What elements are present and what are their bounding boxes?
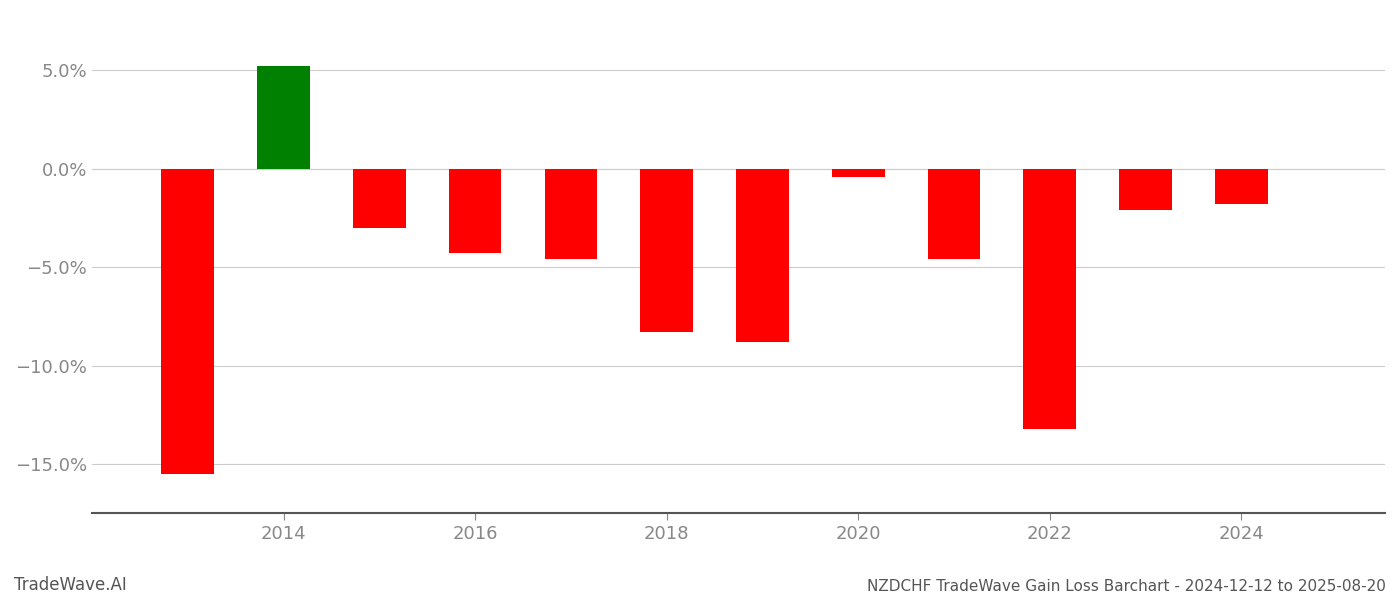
Bar (832, 169, 885, 176)
Text: NZDCHF TradeWave Gain Loss Barchart - 2024-12-12 to 2025-08-20: NZDCHF TradeWave Gain Loss Barchart - 20… (867, 579, 1386, 594)
Bar (258, 66, 309, 169)
Bar (1119, 169, 1172, 210)
Bar (1215, 169, 1267, 204)
Bar (545, 169, 598, 259)
Bar (928, 169, 980, 259)
Bar (161, 169, 214, 474)
Text: TradeWave.AI: TradeWave.AI (14, 576, 127, 594)
Bar (449, 169, 501, 253)
Bar (640, 169, 693, 332)
Bar (353, 169, 406, 228)
Bar (1023, 169, 1077, 428)
Bar (736, 169, 788, 342)
